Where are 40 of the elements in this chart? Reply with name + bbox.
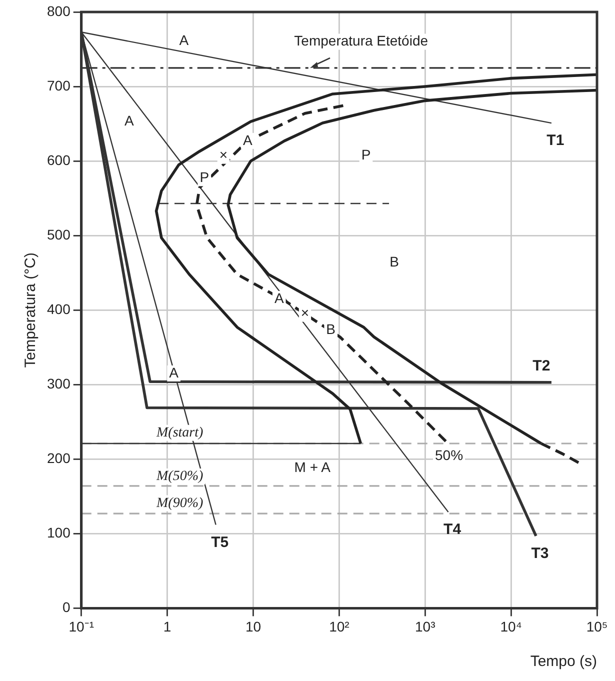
annotation: M(50%) [156,469,204,484]
y-tick-label: 0 [62,599,71,616]
y-tick-label: 400 [47,300,71,317]
x-tick-label: 10 [245,618,262,634]
y-tick-label: 200 [47,450,71,466]
x-tick-label: 10⁴ [500,618,522,634]
annotation: A [274,290,284,306]
y-tick-label: 600 [47,152,71,168]
y-axis-title: Temperatura (°C) [22,252,40,368]
y-tick-label: 700 [47,77,71,94]
annotation: Temperatura Etetóide [294,32,428,49]
y-tick-label: 500 [47,226,71,242]
series-label: T4 [444,521,462,538]
annotation: P [200,169,210,186]
annotation: B [390,253,400,270]
y-tick-label: 800 [47,2,71,19]
series-label: T2 [532,358,550,375]
x-axis-title: Tempo (s) [530,653,597,670]
x-tick-label: 10⁵ [586,618,608,634]
series-label: T1 [546,132,564,150]
x-tick-label: 10² [329,618,350,634]
x-tick-label: 10³ [415,618,436,634]
annotation: M(start) [156,426,204,441]
series-label: T5 [211,534,229,551]
annotation: P [361,146,371,163]
series-label: T3 [531,545,549,562]
annotation: M(90%) [156,496,204,511]
annotation: A [179,32,190,48]
annotation: A [169,364,180,380]
x-tick-label: 10⁻¹ [68,618,94,634]
annotation: 50% [434,447,464,464]
y-tick-label: 300 [47,375,71,392]
annotation: A [242,132,253,148]
annotation: A [124,112,134,129]
annotation: M + A [294,458,332,475]
annotation: × [219,146,228,163]
annotation: B [326,321,336,338]
y-tick-label: 100 [47,524,71,541]
annotation: × [300,304,310,321]
x-tick-label: 1 [163,618,172,634]
